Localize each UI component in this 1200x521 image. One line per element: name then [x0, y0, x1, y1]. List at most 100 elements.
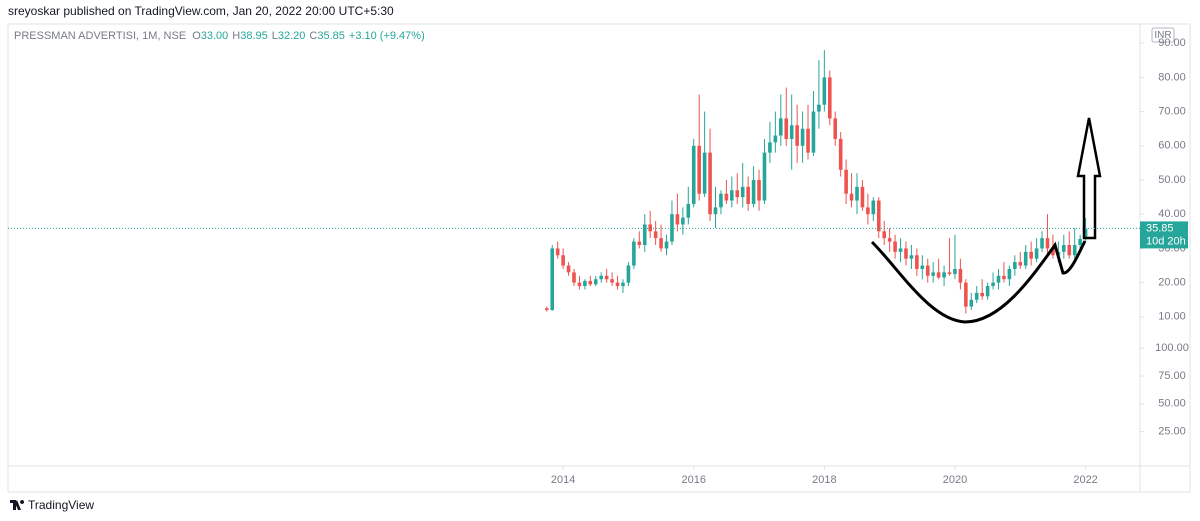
legend-value: 32.20	[278, 30, 306, 42]
candle-body	[583, 280, 587, 287]
candle-body	[653, 231, 658, 239]
x-tick-label: 2016	[681, 474, 705, 486]
candle-body	[555, 248, 560, 256]
chart-frame	[7, 23, 1191, 493]
candle-body	[1007, 268, 1012, 280]
candle-body	[833, 118, 838, 139]
ohlc-legend: O33.00 H38.95 L32.20 C35.85	[192, 30, 345, 42]
candle-body	[1045, 238, 1050, 249]
candle-body	[915, 255, 919, 269]
candle-body	[974, 292, 979, 300]
y-tick-label: 20.00	[1158, 277, 1186, 289]
candle-body	[686, 203, 691, 218]
candle-body	[784, 118, 789, 139]
legend-value: 35.85	[317, 30, 345, 42]
footer-logo: TradingView	[10, 498, 94, 512]
candle-body	[817, 104, 821, 112]
y-tick-label: 60.00	[1158, 140, 1186, 152]
y2-tick-label: 100.00	[1155, 342, 1189, 354]
logo-mark	[10, 500, 25, 510]
candle-body	[566, 265, 571, 273]
candle-body	[637, 241, 642, 245]
y-tick-label: 80.00	[1158, 71, 1186, 83]
candle-body	[882, 231, 887, 239]
candle-body	[789, 125, 794, 139]
candle-body	[942, 272, 946, 278]
candle-body	[713, 207, 718, 215]
candle-body	[588, 280, 593, 285]
candle-body	[670, 214, 674, 242]
candle-body	[887, 238, 892, 242]
x-tick-label: 2018	[812, 474, 836, 486]
cup-handle-drawing	[870, 240, 1087, 324]
candle-body	[838, 138, 843, 170]
y-tick-label: 40.00	[1158, 208, 1186, 220]
x-tick-label: 2014	[551, 474, 575, 486]
candle-body	[681, 217, 685, 225]
candle-body	[740, 186, 745, 198]
price-tag	[1140, 221, 1188, 249]
candle-body	[719, 193, 723, 208]
candle-body	[1062, 245, 1066, 252]
candle-body	[642, 224, 647, 245]
y-tick-label: 90.00	[1158, 37, 1186, 49]
legend-key: H	[232, 30, 240, 42]
candle-body	[648, 224, 652, 232]
candle-body	[980, 292, 984, 297]
candle-body	[1018, 262, 1023, 266]
candle-body	[746, 186, 750, 204]
candle-body	[550, 248, 555, 310]
candle-body	[866, 207, 870, 215]
candle-body	[1083, 228, 1088, 239]
plot	[544, 50, 1088, 314]
candle-body	[561, 255, 565, 266]
price-tag-countdown: 10d 20h	[1146, 235, 1186, 247]
candle-body	[1034, 248, 1039, 259]
candle-body	[697, 145, 701, 194]
candle-body	[811, 111, 816, 153]
candle-body	[779, 118, 783, 136]
candle-body	[593, 279, 598, 285]
x-tick-label: 2022	[1073, 474, 1097, 486]
y2-tick-label: 50.00	[1158, 398, 1186, 410]
candle-body	[626, 265, 631, 283]
candle-body	[724, 193, 729, 201]
candle-body	[795, 125, 799, 146]
candle-body	[762, 152, 767, 201]
y2-tick-label: 75.00	[1158, 370, 1186, 382]
candle-body	[610, 279, 614, 283]
currency-box	[1151, 27, 1175, 43]
candle-body	[1029, 251, 1033, 259]
currency: INR	[1154, 30, 1171, 41]
candle-body	[544, 308, 549, 310]
candle-body	[920, 265, 925, 269]
candle-body	[985, 286, 990, 297]
candle-body	[1051, 248, 1055, 256]
candle-body	[1013, 262, 1017, 269]
candle-body	[893, 241, 897, 252]
candle-body	[936, 272, 941, 278]
y-tick-label: 10.00	[1158, 311, 1186, 323]
candle-body	[768, 142, 772, 153]
candle-body	[876, 200, 881, 232]
candle-body	[855, 186, 859, 201]
legend-value: 38.95	[240, 30, 268, 42]
candle-body	[931, 272, 935, 276]
candle-body	[909, 255, 914, 259]
y2-tick-label: 25.00	[1158, 425, 1186, 437]
candle-body	[1072, 245, 1077, 256]
candle-body	[958, 268, 963, 283]
candle-body	[675, 214, 680, 225]
legend-key: O	[192, 30, 201, 42]
candle-body	[708, 152, 712, 215]
candle-body	[664, 241, 669, 249]
candle-body	[604, 275, 609, 280]
candle-body	[751, 180, 756, 204]
candle-body	[757, 180, 761, 201]
candle-body	[702, 152, 707, 194]
candle-body	[844, 169, 848, 194]
candle-body	[925, 265, 930, 276]
candle-body	[1040, 238, 1044, 249]
y-tick-label: 50.00	[1158, 174, 1186, 186]
